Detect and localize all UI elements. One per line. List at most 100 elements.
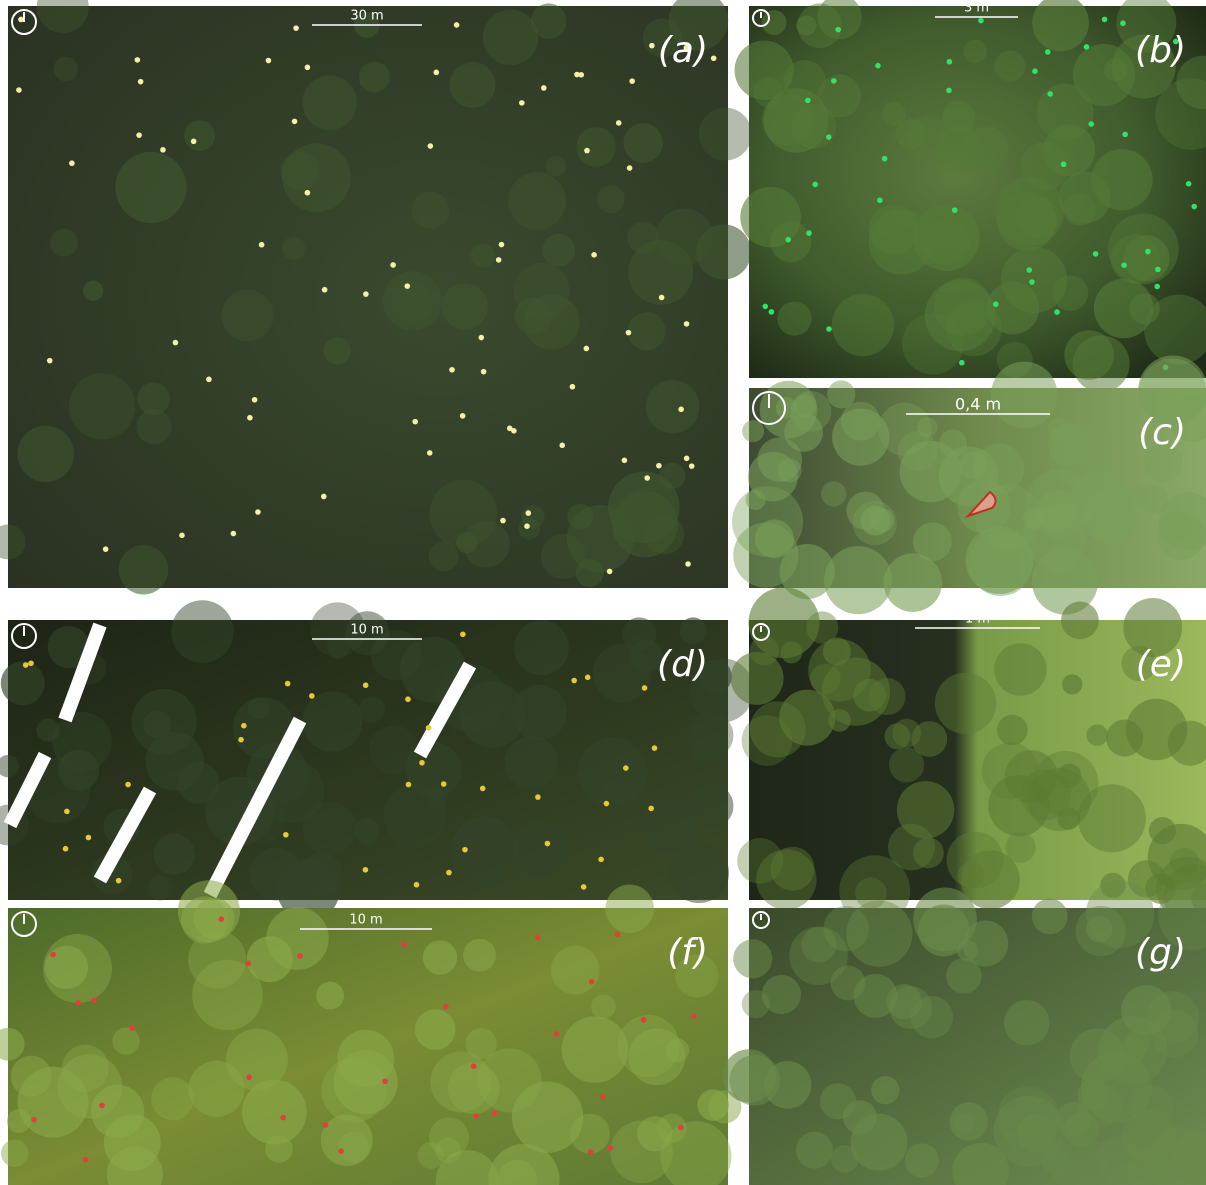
- tree-marker: [959, 360, 965, 366]
- tree-marker: [446, 870, 452, 876]
- tree-crown: [1149, 817, 1176, 844]
- tree-marker: [578, 72, 584, 78]
- tree-marker: [471, 1063, 477, 1069]
- tree-crown: [823, 637, 851, 665]
- tree-crown: [281, 152, 320, 191]
- tree-crown: [959, 451, 987, 479]
- tree-crown: [1064, 330, 1114, 380]
- tree-crown: [696, 224, 751, 279]
- tree-crown: [762, 10, 787, 35]
- tree-marker: [382, 1078, 388, 1084]
- panel-label: (a): [658, 30, 708, 71]
- tree-crown: [303, 801, 357, 855]
- tree-crown: [383, 271, 442, 330]
- tree-crown: [58, 1054, 123, 1119]
- tree-marker: [1061, 161, 1067, 167]
- tree-crown: [777, 301, 811, 335]
- tree-marker: [875, 63, 881, 69]
- tree-marker: [138, 79, 144, 85]
- tree-crown: [302, 75, 356, 129]
- tree-crown: [699, 108, 752, 161]
- tree-marker: [297, 953, 303, 959]
- panel-label: (b): [1135, 30, 1186, 71]
- tree-crown: [450, 62, 496, 108]
- tree-crown: [750, 636, 779, 665]
- tree-marker: [626, 330, 632, 336]
- panel-label: (c): [1138, 412, 1186, 453]
- tree-marker: [406, 782, 412, 788]
- tree-marker: [238, 737, 244, 743]
- tree-crown: [913, 522, 952, 561]
- tree-marker: [460, 632, 466, 638]
- tree-crown: [359, 696, 385, 722]
- tree-crown: [354, 818, 380, 844]
- panel: (b)3 m: [735, 0, 1206, 392]
- tree-marker: [63, 846, 69, 852]
- figure: (a)30 m(b)3 m(c)0,4 m(d)10 m(e)1 m(f)10 …: [0, 0, 1206, 1185]
- tree-crown: [994, 643, 1047, 696]
- tree-crown: [690, 784, 734, 828]
- tree-crown: [627, 222, 659, 254]
- tree-crown: [221, 289, 273, 341]
- tree-marker: [130, 1025, 136, 1031]
- tree-marker: [414, 882, 420, 888]
- tree-marker: [1191, 204, 1197, 210]
- tree-crown: [151, 1077, 194, 1120]
- tree-crown: [562, 1016, 629, 1083]
- tree-marker: [305, 65, 311, 71]
- panel: (c)0,4 m: [732, 356, 1206, 615]
- tree-crown: [83, 281, 103, 301]
- tree-crown: [922, 228, 945, 251]
- tree-crown: [52, 712, 112, 772]
- tree-crown: [194, 898, 235, 939]
- tree-crown: [627, 312, 665, 350]
- tree-crown: [907, 115, 948, 156]
- tree-crown: [54, 57, 78, 81]
- panel-label: (f): [667, 932, 708, 973]
- tree-crown: [50, 229, 78, 257]
- tree-marker: [589, 979, 595, 985]
- panel: (f)10 m: [0, 880, 741, 1185]
- tree-crown: [1001, 247, 1067, 313]
- tree-marker: [882, 156, 888, 162]
- tree-marker: [598, 857, 604, 863]
- tree-marker: [545, 841, 551, 847]
- tree-marker: [1045, 49, 1051, 55]
- tree-crown: [733, 522, 798, 587]
- tree-marker: [649, 43, 655, 49]
- tree-marker: [322, 287, 328, 293]
- tree-marker: [206, 377, 212, 383]
- tree-crown: [412, 191, 449, 228]
- tree-marker: [711, 55, 717, 61]
- tree-marker: [259, 242, 265, 248]
- tree-marker: [404, 283, 410, 289]
- tree-crown: [302, 691, 362, 751]
- tree-marker: [247, 415, 253, 421]
- tree-marker: [946, 88, 952, 94]
- tree-crown: [1086, 916, 1112, 942]
- tree-marker: [293, 25, 299, 31]
- tree-marker: [525, 510, 531, 516]
- tree-crown: [871, 1076, 899, 1104]
- tree-crown: [11, 1056, 52, 1097]
- tree-marker: [496, 257, 502, 263]
- tree-crown: [324, 337, 351, 364]
- tree-crown: [471, 244, 495, 268]
- tree-marker: [433, 70, 439, 76]
- tree-marker: [689, 463, 695, 469]
- tree-marker: [554, 1031, 560, 1037]
- tree-crown: [935, 673, 996, 734]
- tree-marker: [524, 523, 530, 529]
- tree-crown: [810, 664, 841, 695]
- tree-marker: [1084, 44, 1090, 50]
- tree-crown: [546, 156, 567, 177]
- tree-crown: [282, 237, 305, 260]
- tree-crown: [1049, 424, 1113, 488]
- tree-crown: [995, 51, 1026, 82]
- tree-crown: [740, 187, 801, 248]
- tree-marker: [499, 242, 505, 248]
- tree-crown: [680, 617, 707, 644]
- tree-crown: [148, 875, 173, 900]
- tree-marker: [1155, 267, 1161, 273]
- tree-marker: [23, 662, 29, 668]
